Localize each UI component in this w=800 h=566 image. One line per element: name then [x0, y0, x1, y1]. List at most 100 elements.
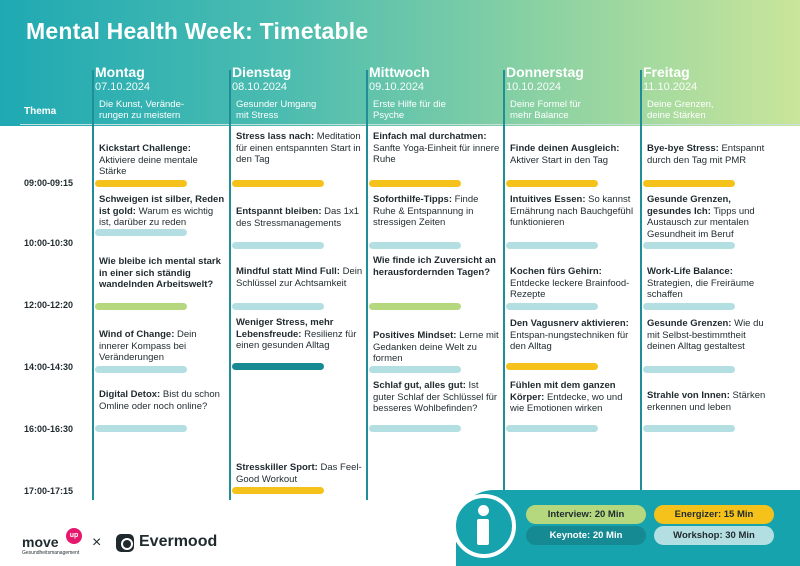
column-line: [503, 70, 505, 500]
session: Work-Life Balance: Strategien, die Freir…: [647, 266, 775, 301]
session: Fühlen mit dem ganzen Körper: Entdecke, …: [510, 380, 638, 415]
day-date: 11.10.2024: [643, 81, 698, 93]
info-icon-dot: [478, 505, 489, 516]
info-icon-stem: [477, 519, 489, 545]
session-title: Wind of Change:: [99, 329, 175, 340]
session-title: Strahle von Innen:: [647, 390, 730, 401]
day-theme: Deine Formel für mehr Balance: [510, 99, 581, 121]
session-description: Wie du mit Selbst-bestimmtheit deinen Al…: [647, 318, 764, 352]
session-description: Resilienz für einen gesunden Alltag: [236, 328, 357, 352]
session-title: Einfach mal durchatmen:: [373, 131, 487, 142]
session-description: Dein Schlüssel zur Achtsamkeit: [236, 266, 363, 289]
session-type-bar: [369, 425, 461, 432]
session: Finde deinen Ausgleich: Aktiver Start in…: [510, 143, 638, 166]
session-description: Finde Ruhe & Entspannung in stressigen Z…: [373, 194, 479, 228]
session-type-bar: [643, 425, 735, 432]
session-type-bar: [643, 303, 735, 310]
session-type-bar: [95, 366, 187, 373]
session-description: Aktiviere deine mentale Stärke: [99, 154, 198, 178]
session-type-bar: [232, 242, 324, 249]
day-theme: Die Kunst, Verände- rungen zu meistern: [99, 99, 185, 121]
session-type-bar: [232, 303, 324, 310]
day-header-montag: Montag 07.10.2024 Die Kunst, Verände- rung…: [95, 64, 230, 121]
column-line: [92, 70, 94, 500]
session-title: Kickstart Challenge:: [99, 143, 191, 154]
session: Stresskiller Sport: Das Feel-Good Workou…: [236, 462, 364, 485]
logo-area: move up Gesundheitsmanagement × Evermood: [22, 528, 242, 556]
day-name: Montag: [95, 64, 145, 80]
session-description: Das 1x1 des Stressmanagements: [236, 206, 359, 229]
session: Entspannt bleiben: Das 1x1 des Stressman…: [236, 206, 364, 229]
legend-energizer: Energizer: 15 Min: [654, 505, 774, 524]
session-title: Weniger Stress, mehr Lebensfreude:: [236, 317, 334, 340]
session: Mindful statt Mind Full: Dein Schlüssel …: [236, 266, 364, 289]
time-slot: 09:00-09:15: [24, 178, 74, 188]
session-description: Ist guter Schlaf der Schlüssel für besse…: [373, 380, 498, 414]
day-date: 08.10.2024: [232, 81, 288, 93]
session-title: Fühlen mit dem ganzen Körper:: [510, 380, 616, 403]
session-description: Entspan-nungstechniken für den Alltag: [510, 329, 629, 353]
session: Einfach mal durchatmen: Sanfte Yoga-Einh…: [373, 131, 501, 166]
session-title: Wie bleibe ich mental stark in einer sic…: [99, 256, 221, 290]
session-title: Finde deinen Ausgleich:: [510, 143, 620, 154]
day-date: 10.10.2024: [506, 81, 562, 93]
session-title: Den Vagusnerv aktivieren:: [510, 318, 629, 329]
session: Intuitives Essen: So kannst Ernährung na…: [510, 194, 638, 229]
session: Strahle von Innen: Stärken erkennen und …: [647, 390, 775, 413]
thema-label: Thema: [24, 106, 57, 117]
session-title: Wie finde ich Zuversicht an herausforder…: [373, 255, 496, 278]
day-header-mittwoch: Mittwoch 09.10.2024 Erste Hilfe für die Ps…: [369, 64, 504, 121]
day-header-donnerstag: Donnerstag 10.10.2024 Deine Formel für meh…: [506, 64, 641, 121]
day-date: 07.10.2024: [95, 81, 151, 93]
session-title: Kochen fürs Gehirn:: [510, 266, 602, 277]
session-title: Bye-bye Stress:: [647, 143, 719, 154]
session-type-bar: [506, 242, 598, 249]
time-slot: 14:00-14:30: [24, 362, 74, 372]
session-description: Aktiver Start in den Tag: [510, 154, 609, 166]
time-slot: 12:00-12:20: [24, 300, 74, 310]
session-description: Strategien, die Freiräume schaffen: [647, 277, 755, 301]
session-description: So kannst Ernährung nach Bauchgefühl fun…: [510, 194, 634, 228]
session-description: Entdecke leckere Brainfood-Rezepte: [510, 277, 630, 301]
session-title: Stress lass nach:: [236, 131, 315, 142]
session-type-bar: [232, 487, 324, 494]
session-description: Bist du schon Omline oder noch online?: [99, 389, 220, 412]
session-description: Lerne mit Gedanken deine Welt zu formen: [373, 330, 499, 364]
legend-keynote: Keynote: 20 Min: [526, 526, 646, 545]
move-up-logo: move: [22, 534, 59, 550]
day-header-freitag: Freitag 11.10.2024 Deine Grenzen, deine St…: [643, 64, 778, 121]
session-type-bar: [232, 363, 324, 370]
move-up-logo-badge: up: [66, 528, 82, 544]
session-description: Stärken erkennen und leben: [647, 390, 766, 413]
session-title: Gesunde Grenzen, gesundes Ich:: [647, 194, 731, 217]
session-type-bar: [506, 180, 598, 187]
session-type-bar: [369, 180, 461, 187]
session: Wie finde ich Zuversicht an herausforder…: [373, 255, 501, 278]
session-description: Entspannt durch den Tag mit PMR: [647, 143, 765, 166]
session: Bye-bye Stress: Entspannt durch den Tag …: [647, 143, 775, 166]
header-separator: [20, 124, 800, 125]
move-up-logo-subtitle: Gesundheitsmanagement: [22, 550, 80, 556]
session-title: Work-Life Balance:: [647, 266, 733, 277]
session-title: Gesunde Grenzen:: [647, 318, 732, 329]
day-name: Donnerstag: [506, 64, 584, 80]
page-title: Mental Health Week: Timetable: [26, 18, 369, 44]
session-description: Warum es wichtig ist, darüber zu reden: [99, 205, 214, 229]
session: Digital Detox: Bist du schon Omline oder…: [99, 389, 227, 412]
column-line: [640, 70, 642, 500]
day-name: Freitag: [643, 64, 690, 80]
session-type-bar: [369, 303, 461, 310]
session-type-bar: [95, 303, 187, 310]
time-slot: 10:00-10:30: [24, 238, 74, 248]
day-theme: Erste Hilfe für die Psyche: [373, 99, 446, 121]
session-title: Positives Mindset:: [373, 330, 457, 341]
session-title: Stresskiller Sport:: [236, 462, 318, 473]
session-type-bar: [369, 242, 461, 249]
session-description: Meditation für einen entspannten Start i…: [236, 131, 361, 165]
session-description: Tipps und Austausch zur mentalen Gesundh…: [647, 205, 755, 240]
day-theme: Deine Grenzen, deine Stärken: [647, 99, 714, 121]
header-band: [0, 0, 800, 126]
session-type-bar: [506, 363, 598, 370]
session: Schweigen ist silber, Reden ist gold: Wa…: [99, 194, 227, 229]
session-title: Schlaf gut, alles gut:: [373, 380, 466, 391]
